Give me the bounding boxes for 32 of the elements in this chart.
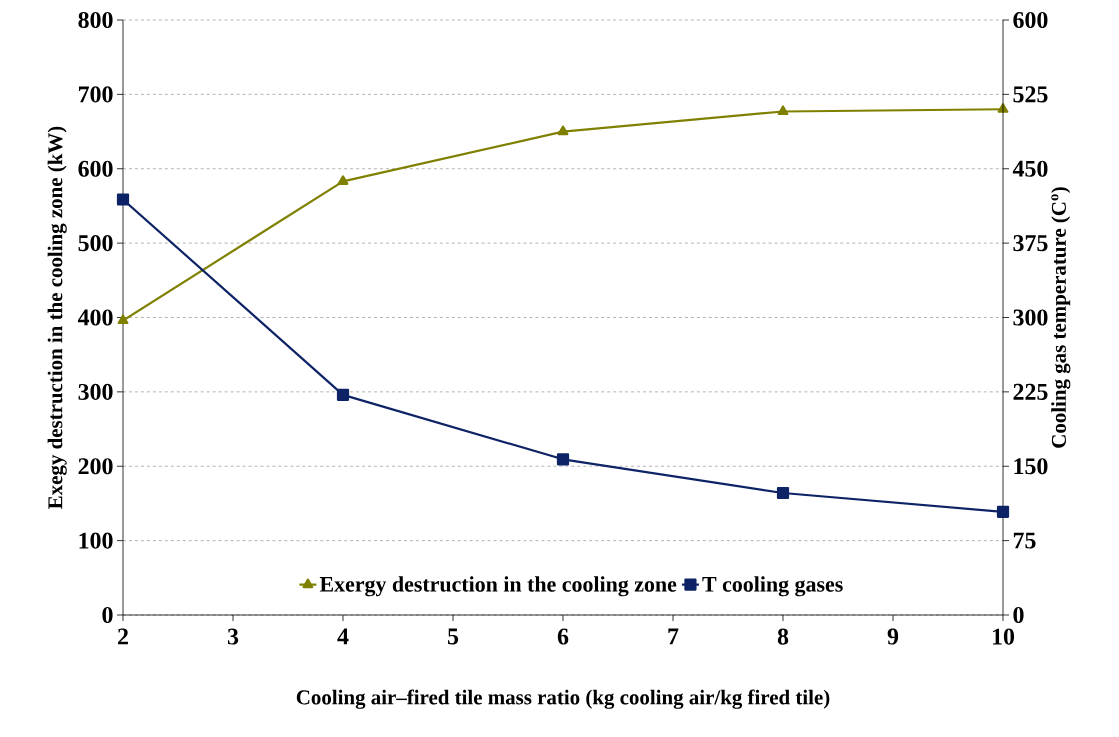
x-tick-label: 8 [777, 628, 789, 645]
x-tick-label: 10 [992, 628, 1015, 645]
y-tick-label: 800 [78, 11, 113, 29]
x-tick-label: 5 [447, 628, 459, 645]
x-tick-label: 9 [887, 628, 899, 645]
y-tick-label: 400 [77, 309, 113, 326]
x-tick-label: 2 [118, 628, 128, 645]
x-tick-label: 7 [668, 628, 679, 645]
y-tick-label: 600 [78, 160, 113, 177]
legend-label: T cooling gases [702, 576, 843, 597]
y-tick-label: 700 [78, 86, 113, 103]
y-axis-title: Exegy destruction in the cooling zone (kW) [47, 126, 67, 509]
y2-axis-title: Cooling gas temperature (C$^{o}$) [1051, 187, 1071, 448]
y-tick-label: 300 [78, 383, 113, 400]
x-tick-label: 3 [227, 628, 239, 645]
y-tick-label: 200 [78, 458, 113, 475]
legend-label: Exergy destruction in the cooling zone [319, 576, 677, 597]
y-tick-label: 0 [102, 606, 113, 624]
y2-tick-label: 600 [1013, 11, 1048, 29]
y-tick-label: 100 [79, 532, 113, 549]
y2-tick-label: 0 [1013, 606, 1024, 624]
y2-tick-label: 300 [1013, 309, 1048, 326]
y2-tick-label: 225 [1013, 383, 1048, 400]
y2-tick-label: 375 [1013, 235, 1048, 252]
x-axis-title: Cooling air–fired tile mass ratio (kg cooling air/kg fired tile) [296, 689, 830, 709]
y2-tick-label: 75 [1013, 532, 1036, 549]
x-tick-label: 4 [337, 628, 349, 645]
y2-tick-label: 525 [1013, 86, 1048, 103]
y2-tick-label: 450 [1012, 160, 1048, 177]
y2-tick-label: 150 [1014, 458, 1048, 475]
y-tick-label: 500 [78, 235, 113, 252]
x-tick-label: 6 [557, 628, 569, 645]
